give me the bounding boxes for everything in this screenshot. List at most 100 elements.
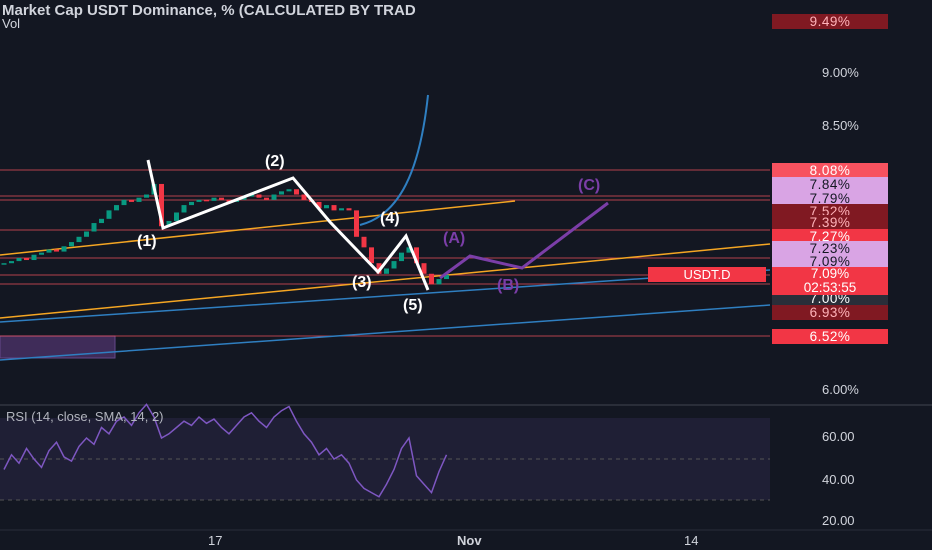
wave-label: (1): [137, 233, 157, 250]
candle: [339, 208, 344, 211]
candle: [84, 231, 89, 237]
candle: [369, 247, 374, 264]
wave-label: (B): [497, 277, 520, 294]
price-level: 7.27%: [772, 229, 888, 244]
projection-curve: [359, 94, 429, 226]
candle: [406, 247, 412, 253]
abc-lines: [439, 201, 609, 280]
candle: [421, 263, 427, 274]
candle: [61, 246, 67, 252]
wave-label: (A): [443, 230, 466, 247]
wave-label: (4): [380, 210, 400, 227]
candle: [54, 249, 59, 252]
candle: [129, 199, 134, 202]
candle: [31, 254, 37, 261]
candle: [144, 194, 149, 198]
price-tick: 6.00%: [822, 382, 859, 397]
symbol-tag: USDT.D: [648, 267, 766, 282]
rsi-line: [3, 403, 448, 498]
price-level: 6.93%: [772, 305, 888, 320]
price-level: 7.39%: [772, 215, 888, 230]
candle: [39, 252, 44, 255]
rsi-tick: 60.00: [822, 429, 855, 444]
candle: [301, 194, 307, 200]
candle: [264, 197, 269, 200]
price-tick: 8.50%: [822, 118, 859, 133]
candle: [91, 223, 97, 232]
rsi-title: RSI (14, close, SMA, 14, 2): [6, 409, 164, 424]
time-tick: 14: [684, 533, 699, 548]
level-lines: [0, 169, 770, 337]
candle: [174, 212, 179, 221]
candle: [159, 183, 164, 227]
candle: [106, 210, 112, 219]
rsi-tick: 40.00: [822, 472, 855, 487]
candle: [436, 279, 442, 285]
channel-1: [0, 269, 771, 323]
wave-label: (2): [265, 153, 285, 170]
candle: [196, 199, 202, 202]
candle: [46, 249, 52, 253]
candle: [286, 189, 292, 192]
price-tick: 9.00%: [822, 65, 859, 80]
wave-label: (3): [352, 274, 372, 291]
price-level: 7.79%: [772, 191, 888, 206]
channel-2: [0, 304, 771, 361]
price-level: 9.49%: [772, 14, 888, 29]
candle: [189, 201, 194, 206]
candle: [166, 220, 172, 227]
candle: [249, 194, 254, 197]
candle: [1, 263, 7, 265]
candle: [429, 273, 434, 285]
candle: [226, 199, 232, 202]
trend-upper: [0, 200, 516, 256]
candle: [354, 210, 359, 237]
current-value: 7.09%: [810, 266, 850, 281]
candle: [24, 257, 29, 261]
candle: [219, 197, 224, 200]
price-level: 7.84%: [772, 177, 888, 192]
candle: [181, 205, 187, 213]
candle: [256, 194, 262, 198]
volume-box: [0, 335, 116, 359]
title: Market Cap USDT Dominance, % (CALCULATED…: [2, 2, 416, 19]
candle: [9, 261, 14, 264]
time-tick: Nov: [457, 533, 482, 548]
wave-label: (C): [578, 177, 601, 194]
price-level: 8.08%: [772, 163, 888, 178]
candle: [444, 274, 449, 280]
candle: [414, 247, 419, 264]
trend-lower: [0, 243, 771, 319]
candle: [331, 205, 337, 211]
candle: [316, 201, 322, 209]
candle: [279, 191, 284, 195]
candle: [114, 205, 119, 211]
rsi-pane: [0, 405, 770, 530]
candle: [391, 261, 397, 269]
wave-label: (5): [403, 297, 423, 314]
price-level: 7.23%: [772, 241, 888, 256]
rsi-tick: 20.00: [822, 513, 855, 528]
time-tick: 17: [208, 533, 223, 548]
candle: [294, 189, 299, 195]
countdown: 02:53:55: [803, 280, 857, 295]
candle: [121, 199, 127, 206]
candle: [399, 252, 404, 262]
candle: [204, 199, 209, 202]
candle: [16, 257, 22, 262]
wave-lines: [146, 159, 430, 291]
candle: [76, 236, 82, 243]
candle: [136, 197, 142, 202]
candle: [211, 197, 217, 201]
candle: [99, 218, 104, 224]
price-level: 7.09%: [772, 254, 888, 269]
candle: [271, 194, 277, 200]
candle: [69, 242, 74, 247]
candle: [384, 268, 389, 274]
subtitle: Vol: [2, 16, 21, 31]
price-level: 6.52%: [772, 329, 888, 344]
candle: [346, 208, 352, 211]
candle: [324, 205, 329, 209]
